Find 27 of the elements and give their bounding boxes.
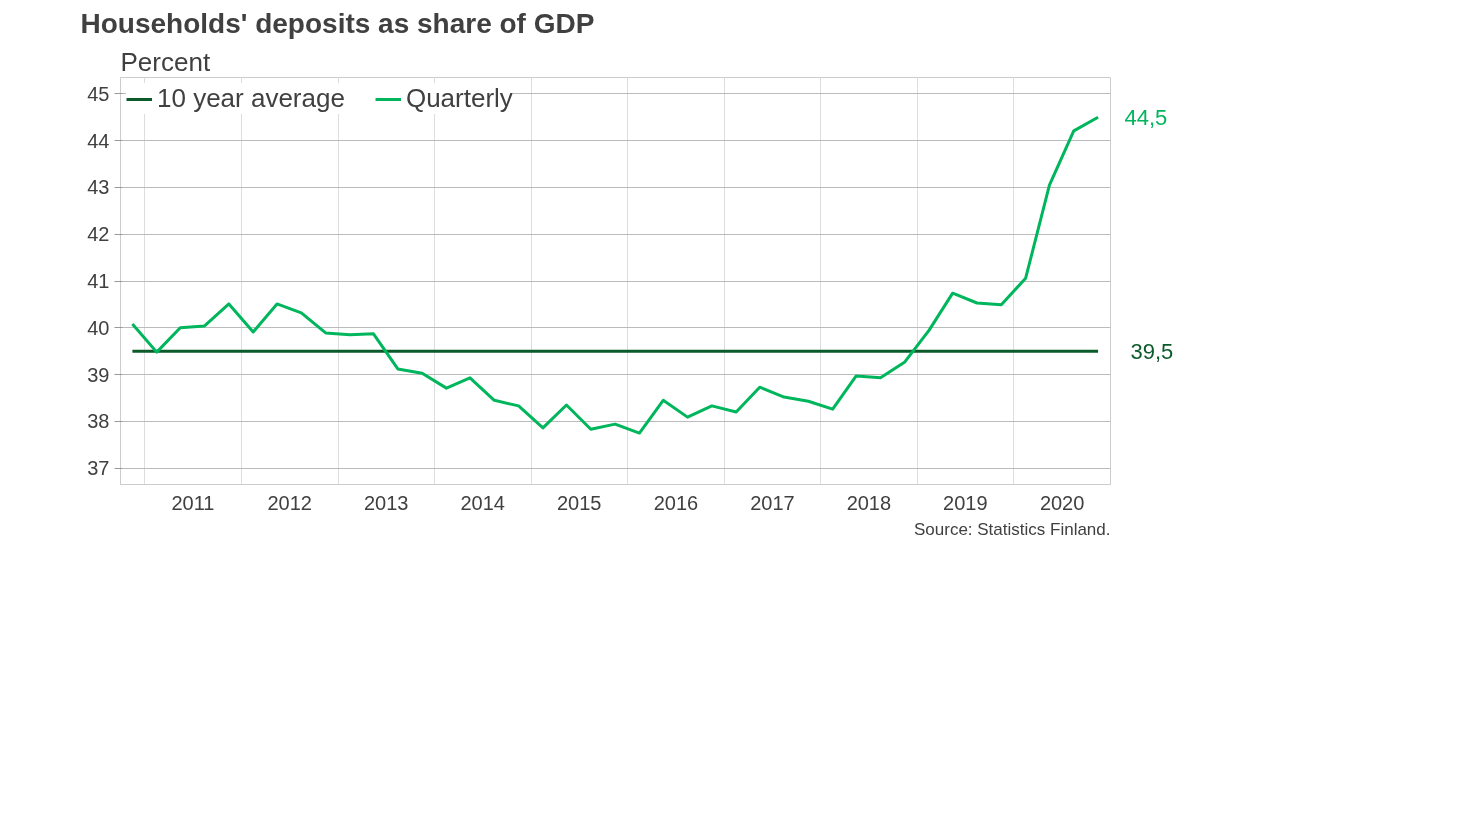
y-tick-label: 43 xyxy=(87,176,110,199)
y-axis-title: Percent xyxy=(120,46,211,77)
y-tick-label: 37 xyxy=(87,457,110,480)
x-tick-label: 2012 xyxy=(267,491,312,514)
x-tick-label: 2015 xyxy=(556,491,602,514)
y-tick-label: 44 xyxy=(87,129,110,152)
chart-title: Households' deposits as share of GDP xyxy=(80,7,595,39)
y-tick-label: 42 xyxy=(87,223,110,246)
x-tick-label: 2020 xyxy=(1039,491,1085,514)
source-note: Source: Statistics Finland. xyxy=(913,519,1111,539)
legend-label: 10 year average xyxy=(157,83,345,114)
x-tick-label: 2017 xyxy=(750,491,795,514)
line-series xyxy=(130,115,1100,435)
x-tick-label: 2013 xyxy=(363,491,409,514)
y-tick-label: 40 xyxy=(87,316,110,339)
y-tick-label: 38 xyxy=(87,410,110,433)
data-label: 39,5 xyxy=(1130,338,1174,364)
legend-label: Quarterly xyxy=(405,83,513,114)
x-tick-label: 2018 xyxy=(846,491,892,514)
x-tick-label: 2016 xyxy=(653,491,699,514)
y-tick-label: 41 xyxy=(87,270,110,292)
data-label: 44,5 xyxy=(1124,104,1168,130)
y-tick-label: 45 xyxy=(87,82,110,105)
y-tick-label: 39 xyxy=(87,363,110,386)
x-tick-label: 2011 xyxy=(171,491,215,514)
x-tick-label: 2019 xyxy=(943,491,988,514)
x-tick-label: 2014 xyxy=(460,491,505,514)
